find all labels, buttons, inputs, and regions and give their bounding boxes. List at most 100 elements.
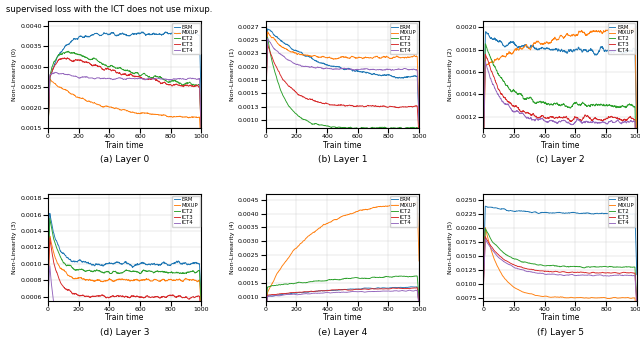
ICT3 xyxy=(547,115,555,119)
Title: (d) Layer 3: (d) Layer 3 xyxy=(100,328,149,337)
ICT3 xyxy=(112,69,120,74)
MIXUP xyxy=(585,32,593,36)
ERM xyxy=(330,64,337,69)
ICT3 xyxy=(481,52,489,56)
ICT2 xyxy=(415,297,423,301)
Y-axis label: Non-Linearity (2): Non-Linearity (2) xyxy=(448,48,453,101)
ICT4 xyxy=(481,237,489,241)
ICT4 xyxy=(406,288,413,292)
X-axis label: Train time: Train time xyxy=(106,141,144,150)
ICT3 xyxy=(44,131,52,135)
ICT4 xyxy=(106,77,114,81)
ICT3 xyxy=(150,77,157,81)
ERM xyxy=(381,73,389,78)
Text: supervised loss with the ICT does not use mixup.: supervised loss with the ICT does not us… xyxy=(6,5,212,14)
ERM xyxy=(278,39,285,43)
ICT4 xyxy=(164,344,172,348)
MIXUP xyxy=(623,24,630,28)
ICT2 xyxy=(166,80,174,84)
ICT2 xyxy=(262,97,269,102)
ICT3 xyxy=(633,303,640,307)
MIXUP xyxy=(44,284,52,289)
X-axis label: Train time: Train time xyxy=(323,313,362,322)
ERM xyxy=(60,47,67,51)
ICT2 xyxy=(44,275,52,279)
ICT3 xyxy=(367,287,375,291)
ICT4 xyxy=(479,148,487,153)
ICT4 xyxy=(60,72,68,76)
ICT2 xyxy=(64,49,72,53)
MIXUP xyxy=(330,57,337,61)
ICT3 xyxy=(330,103,337,107)
ICT3 xyxy=(481,234,489,239)
ICT4 xyxy=(164,77,172,82)
ICT3 xyxy=(164,82,172,87)
MIXUP xyxy=(367,56,375,60)
ICT2 xyxy=(585,265,593,269)
X-axis label: Train time: Train time xyxy=(106,313,144,322)
ICT2 xyxy=(495,73,503,78)
ICT4 xyxy=(112,77,120,81)
ERM xyxy=(198,301,205,305)
ICT4 xyxy=(198,343,205,347)
ERM xyxy=(44,130,52,134)
ICT4 xyxy=(262,100,269,105)
MIXUP xyxy=(164,115,172,119)
ICT3 xyxy=(602,117,610,121)
ERM xyxy=(278,292,285,297)
MIXUP xyxy=(166,115,174,119)
ERM xyxy=(330,288,337,292)
MIXUP xyxy=(547,40,555,44)
ICT4 xyxy=(542,272,550,277)
ICT2 xyxy=(384,275,392,279)
ERM xyxy=(262,96,269,100)
Line: ICT3: ICT3 xyxy=(266,44,419,138)
ICT3 xyxy=(262,102,269,106)
ICT2 xyxy=(264,35,271,39)
Y-axis label: Non-Linearity (5): Non-Linearity (5) xyxy=(448,221,453,274)
ERM xyxy=(44,272,52,276)
ICT4 xyxy=(167,343,175,347)
Line: ERM: ERM xyxy=(483,206,637,275)
ICT3 xyxy=(324,102,332,106)
ICT2 xyxy=(599,264,607,268)
ERM xyxy=(633,144,640,148)
ICT3 xyxy=(278,75,285,79)
MIXUP xyxy=(324,55,332,60)
MIXUP xyxy=(150,112,157,116)
Line: ERM: ERM xyxy=(48,30,202,132)
Line: ICT2: ICT2 xyxy=(483,44,637,176)
Y-axis label: Non-Linearity (0): Non-Linearity (0) xyxy=(12,48,17,101)
ICT3 xyxy=(495,253,503,258)
Line: ICT3: ICT3 xyxy=(483,54,637,183)
ICT4 xyxy=(547,272,555,276)
MIXUP xyxy=(330,218,337,222)
ICT2 xyxy=(385,126,392,131)
ICT2 xyxy=(164,271,172,275)
MIXUP xyxy=(60,267,68,272)
ERM xyxy=(415,303,423,307)
ICT2 xyxy=(381,125,389,130)
ICT4 xyxy=(324,290,332,295)
ICT4 xyxy=(547,118,555,122)
ICT4 xyxy=(46,263,54,268)
MIXUP xyxy=(633,133,640,137)
ERM xyxy=(585,211,593,216)
ERM xyxy=(164,31,172,35)
ERM xyxy=(367,72,375,76)
MIXUP xyxy=(381,204,389,208)
ICT2 xyxy=(164,80,172,84)
MIXUP xyxy=(166,277,174,282)
ERM xyxy=(112,260,120,265)
ERM xyxy=(60,251,68,256)
ICT2 xyxy=(198,305,205,309)
Line: ERM: ERM xyxy=(483,32,637,146)
ICT3 xyxy=(381,287,389,291)
ICT2 xyxy=(324,278,332,282)
ICT3 xyxy=(384,287,392,291)
Line: ICT4: ICT4 xyxy=(48,72,202,131)
ERM xyxy=(324,63,332,67)
MIXUP xyxy=(602,296,610,300)
ICT4 xyxy=(385,67,392,72)
Line: ICT2: ICT2 xyxy=(266,276,419,305)
